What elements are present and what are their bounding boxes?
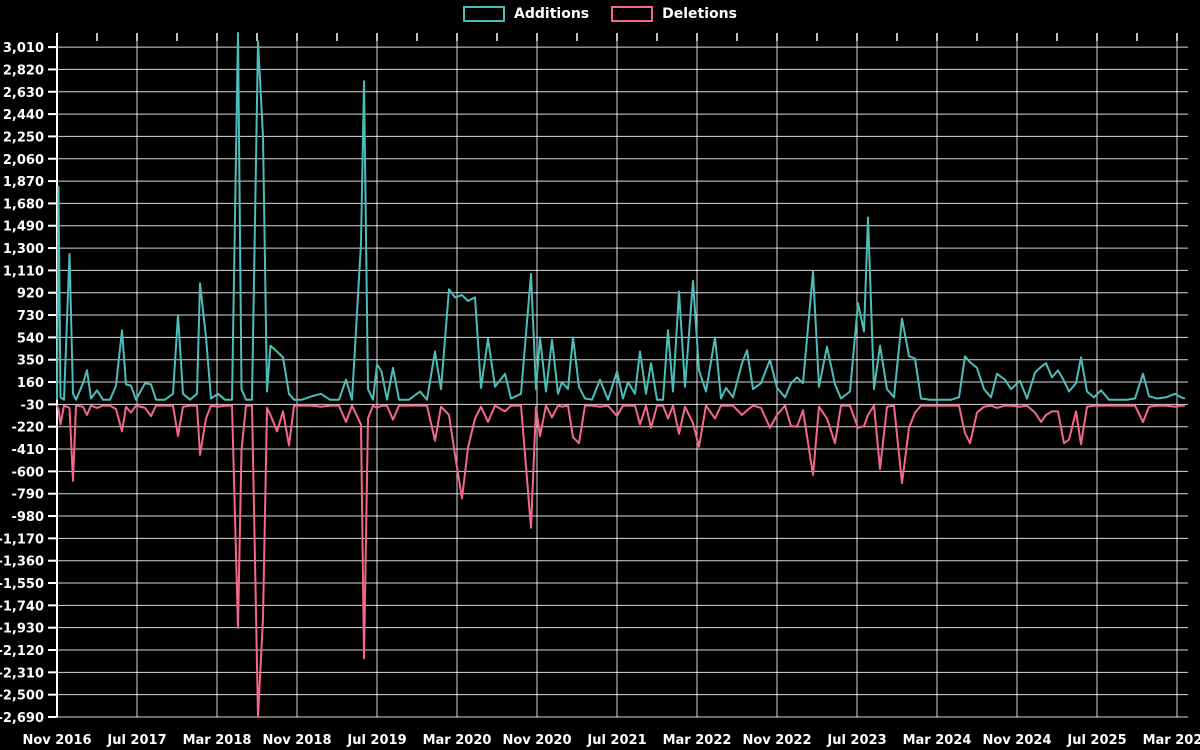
legend-item-deletions: Deletions bbox=[611, 6, 737, 22]
x-tick-label: Jul 2023 bbox=[826, 733, 886, 748]
x-tick-label: Mar 2026 bbox=[1143, 733, 1200, 748]
y-tick-label: 350 bbox=[17, 354, 44, 369]
y-tick-label: -980 bbox=[11, 510, 44, 525]
y-tick-label: 2,630 bbox=[3, 86, 44, 101]
deletions-line bbox=[56, 404, 1185, 718]
y-tick-label: -1,550 bbox=[0, 577, 44, 592]
x-tick-label: Nov 2024 bbox=[983, 733, 1052, 748]
y-tick-label: -600 bbox=[11, 465, 44, 480]
additions-line bbox=[56, 32, 1186, 401]
y-tick-label: 1,110 bbox=[3, 264, 44, 279]
y-tick-label: -1,360 bbox=[0, 555, 44, 570]
y-tick-label: -2,690 bbox=[0, 711, 44, 726]
x-tick-label: Mar 2018 bbox=[183, 733, 252, 748]
y-tick-label: 730 bbox=[17, 309, 44, 324]
deletions-swatch-icon bbox=[611, 6, 654, 22]
y-tick-label: -1,170 bbox=[0, 532, 44, 547]
y-tick-label: -220 bbox=[11, 421, 44, 436]
x-tick-label: Jul 2021 bbox=[586, 733, 646, 748]
y-tick-label: -410 bbox=[11, 443, 44, 458]
y-tick-label: 1,490 bbox=[3, 220, 44, 235]
y-tick-label: 3,010 bbox=[3, 41, 44, 56]
x-tick-label: Jul 2017 bbox=[106, 733, 166, 748]
y-tick-label: 2,440 bbox=[3, 108, 44, 123]
y-tick-label: -2,500 bbox=[0, 689, 44, 704]
x-tick-label: Mar 2022 bbox=[663, 733, 732, 748]
y-tick-label: -790 bbox=[11, 488, 44, 503]
legend-item-additions: Additions bbox=[463, 6, 589, 22]
additions-label: Additions bbox=[514, 6, 590, 22]
chart-legend: Additions Deletions bbox=[0, 6, 1200, 22]
x-tick-label: Nov 2018 bbox=[263, 733, 332, 748]
y-tick-label: 1,300 bbox=[3, 242, 44, 257]
x-tick-label: Mar 2024 bbox=[903, 733, 972, 748]
additions-swatch-icon bbox=[463, 6, 506, 22]
y-tick-label: 920 bbox=[17, 287, 44, 302]
x-tick-label: Nov 2016 bbox=[23, 733, 92, 748]
x-tick-label: Nov 2020 bbox=[503, 733, 572, 748]
y-tick-label: -2,310 bbox=[0, 666, 44, 681]
y-tick-label: 160 bbox=[17, 376, 44, 391]
y-tick-label: -1,740 bbox=[0, 599, 44, 614]
y-tick-label: 2,820 bbox=[3, 63, 44, 78]
y-tick-label: 2,250 bbox=[3, 130, 44, 145]
x-tick-label: Nov 2022 bbox=[743, 733, 812, 748]
y-tick-label: 540 bbox=[17, 331, 44, 346]
x-tick-label: Mar 2020 bbox=[423, 733, 492, 748]
x-tick-label: Jul 2019 bbox=[346, 733, 406, 748]
y-tick-label: 2,060 bbox=[3, 153, 44, 168]
y-tick-label: -1,930 bbox=[0, 622, 44, 637]
x-tick-label: Jul 2025 bbox=[1066, 733, 1126, 748]
y-tick-label: -30 bbox=[21, 398, 45, 413]
y-tick-label: 1,870 bbox=[3, 175, 44, 190]
y-tick-label: 1,680 bbox=[3, 197, 44, 212]
deletions-label: Deletions bbox=[662, 6, 737, 22]
y-tick-label: -2,120 bbox=[0, 644, 44, 659]
